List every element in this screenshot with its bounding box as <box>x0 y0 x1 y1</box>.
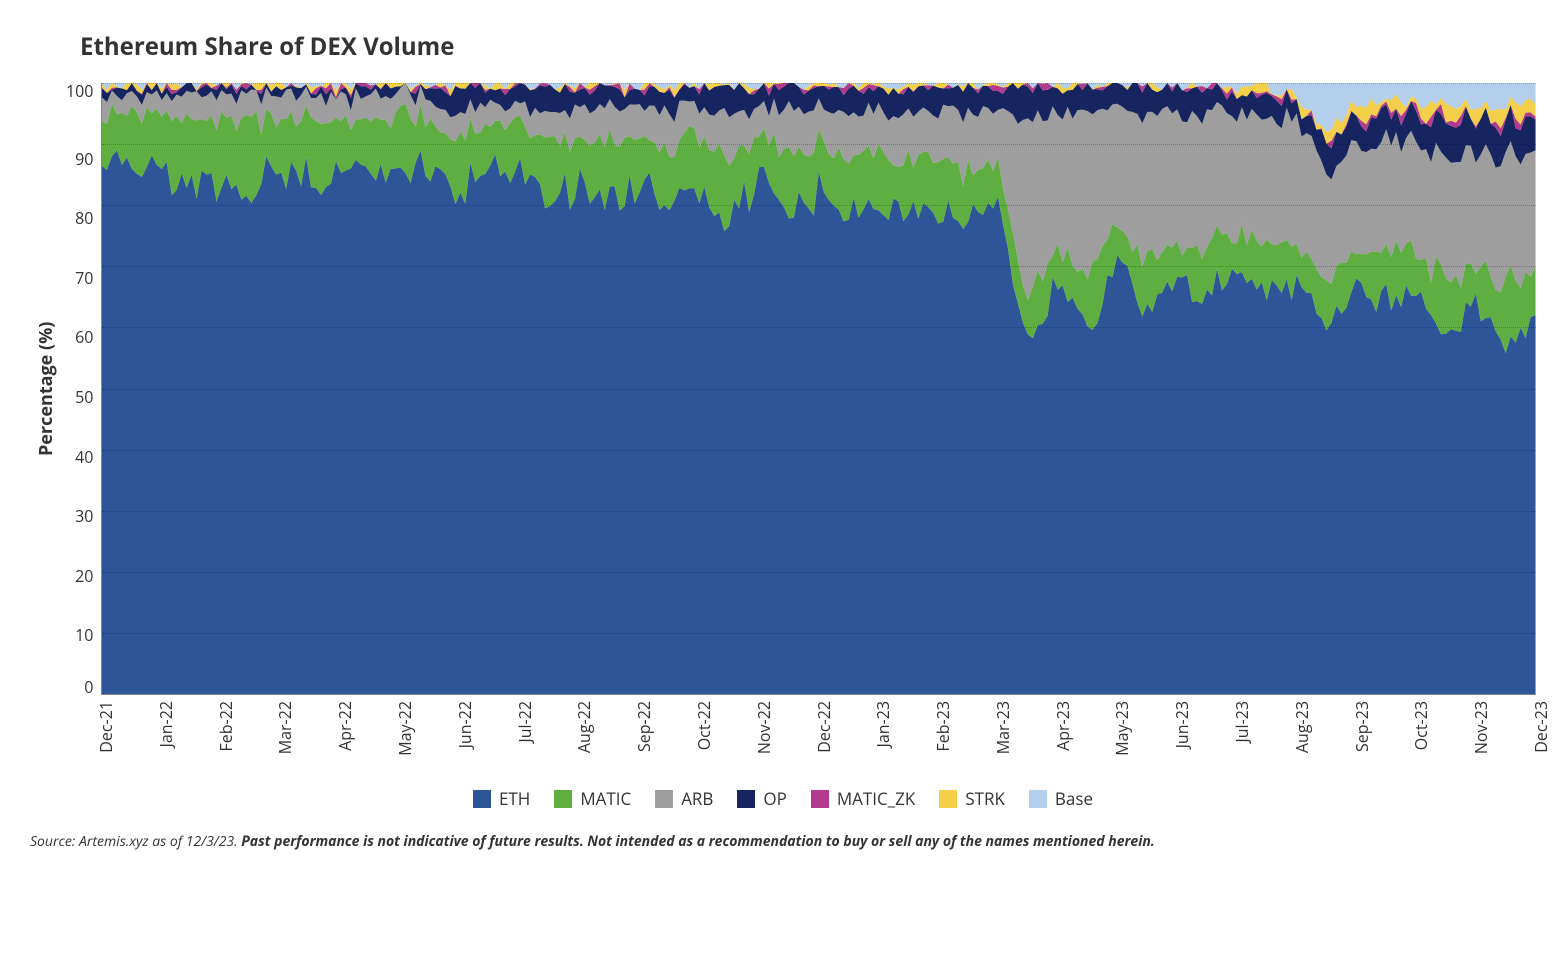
legend-item-op: OP <box>737 787 786 810</box>
x-tick: Aug-22 <box>573 701 595 753</box>
legend-swatch <box>655 790 673 808</box>
legend-swatch <box>939 790 957 808</box>
source-disclaimer: Past performance is not indicative of fu… <box>241 832 1155 851</box>
legend-item-base: Base <box>1029 787 1093 810</box>
source-note: Source: Artemis.xyz as of 12/3/23. Past … <box>30 832 1536 851</box>
x-tick: Jun-23 <box>1171 701 1193 748</box>
legend-item-matic: MATIC <box>554 787 631 810</box>
x-tick: May-23 <box>1111 701 1133 756</box>
x-tick: Feb-22 <box>215 701 237 751</box>
x-axis-ticks: Dec-21Jan-22Feb-22Mar-22Apr-22May-22Jun-… <box>101 701 1536 775</box>
y-tick: 40 <box>66 449 93 465</box>
legend-swatch <box>554 790 572 808</box>
legend-item-matic_zk: MATIC_ZK <box>811 787 915 810</box>
x-tick: Feb-23 <box>932 701 954 751</box>
legend-label: ETH <box>499 787 530 810</box>
x-tick: Oct-22 <box>693 701 715 750</box>
y-tick: 90 <box>66 151 93 167</box>
legend-swatch <box>737 790 755 808</box>
legend-item-strk: STRK <box>939 787 1005 810</box>
x-tick: Jun-22 <box>454 701 476 748</box>
y-tick: 0 <box>66 679 93 695</box>
legend-label: ARB <box>681 787 713 810</box>
y-tick: 20 <box>66 568 93 584</box>
x-tick: Dec-23 <box>1530 701 1552 753</box>
legend: ETH MATIC ARB OP MATIC_ZK STRK Base <box>30 787 1536 810</box>
x-tick: Mar-22 <box>274 701 296 754</box>
x-tick: Dec-21 <box>95 701 117 753</box>
y-tick: 50 <box>66 389 93 405</box>
y-axis-ticks: 1009080706050403020100 <box>66 83 101 695</box>
legend-label: MATIC_ZK <box>837 787 915 810</box>
chart-container: Percentage (%) 1009080706050403020100 De… <box>30 83 1536 810</box>
y-tick: 70 <box>66 270 93 286</box>
legend-label: OP <box>763 787 786 810</box>
y-tick: 30 <box>66 508 93 524</box>
x-tick: Dec-22 <box>813 701 835 753</box>
x-tick: Sep-22 <box>633 701 655 752</box>
legend-label: Base <box>1055 787 1093 810</box>
x-tick: Oct-23 <box>1410 701 1432 750</box>
x-tick: Jan-22 <box>155 701 177 747</box>
x-tick: Sep-23 <box>1351 701 1373 752</box>
y-tick: 10 <box>66 627 93 643</box>
y-tick: 80 <box>66 210 93 226</box>
x-tick: Apr-22 <box>334 701 356 751</box>
legend-item-arb: ARB <box>655 787 713 810</box>
x-tick: Aug-23 <box>1291 701 1313 753</box>
plot-area <box>101 83 1536 695</box>
legend-swatch <box>1029 790 1047 808</box>
chart-title: Ethereum Share of DEX Volume <box>80 30 1536 63</box>
x-tick: Nov-22 <box>753 701 775 754</box>
y-tick: 60 <box>66 329 93 345</box>
x-tick: Jan-23 <box>872 701 894 747</box>
x-tick: Nov-23 <box>1470 701 1492 754</box>
legend-label: STRK <box>965 787 1005 810</box>
legend-swatch <box>473 790 491 808</box>
source-prefix: Source: Artemis.xyz as of 12/3/23. <box>30 832 241 851</box>
legend-label: MATIC <box>580 787 631 810</box>
x-tick: Jul-23 <box>1231 701 1253 743</box>
legend-swatch <box>811 790 829 808</box>
x-tick: Mar-23 <box>992 701 1014 754</box>
y-tick: 100 <box>66 83 93 99</box>
x-tick: May-22 <box>394 701 416 756</box>
x-tick: Jul-22 <box>514 701 536 743</box>
x-tick: Apr-23 <box>1052 701 1074 751</box>
legend-item-eth: ETH <box>473 787 530 810</box>
y-axis-label: Percentage (%) <box>30 83 66 695</box>
